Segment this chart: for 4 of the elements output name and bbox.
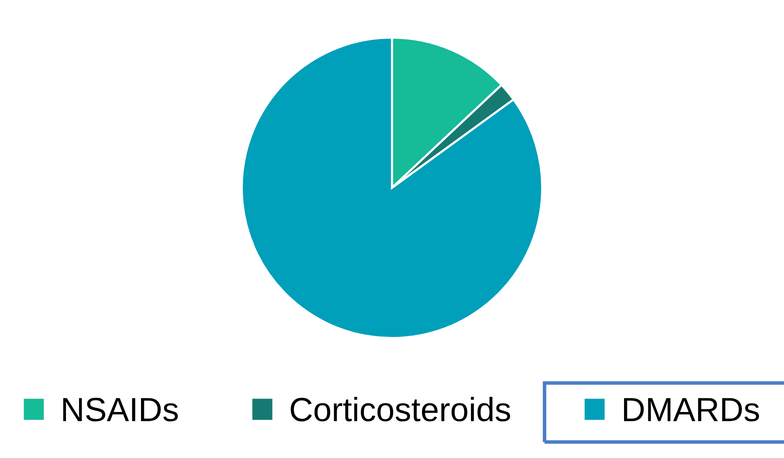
legend-label: Corticosteroids [290,396,510,422]
legend-label: DMARDs [624,398,759,422]
pie-slice [240,36,544,340]
legend-label: NSAIDs [63,398,178,422]
